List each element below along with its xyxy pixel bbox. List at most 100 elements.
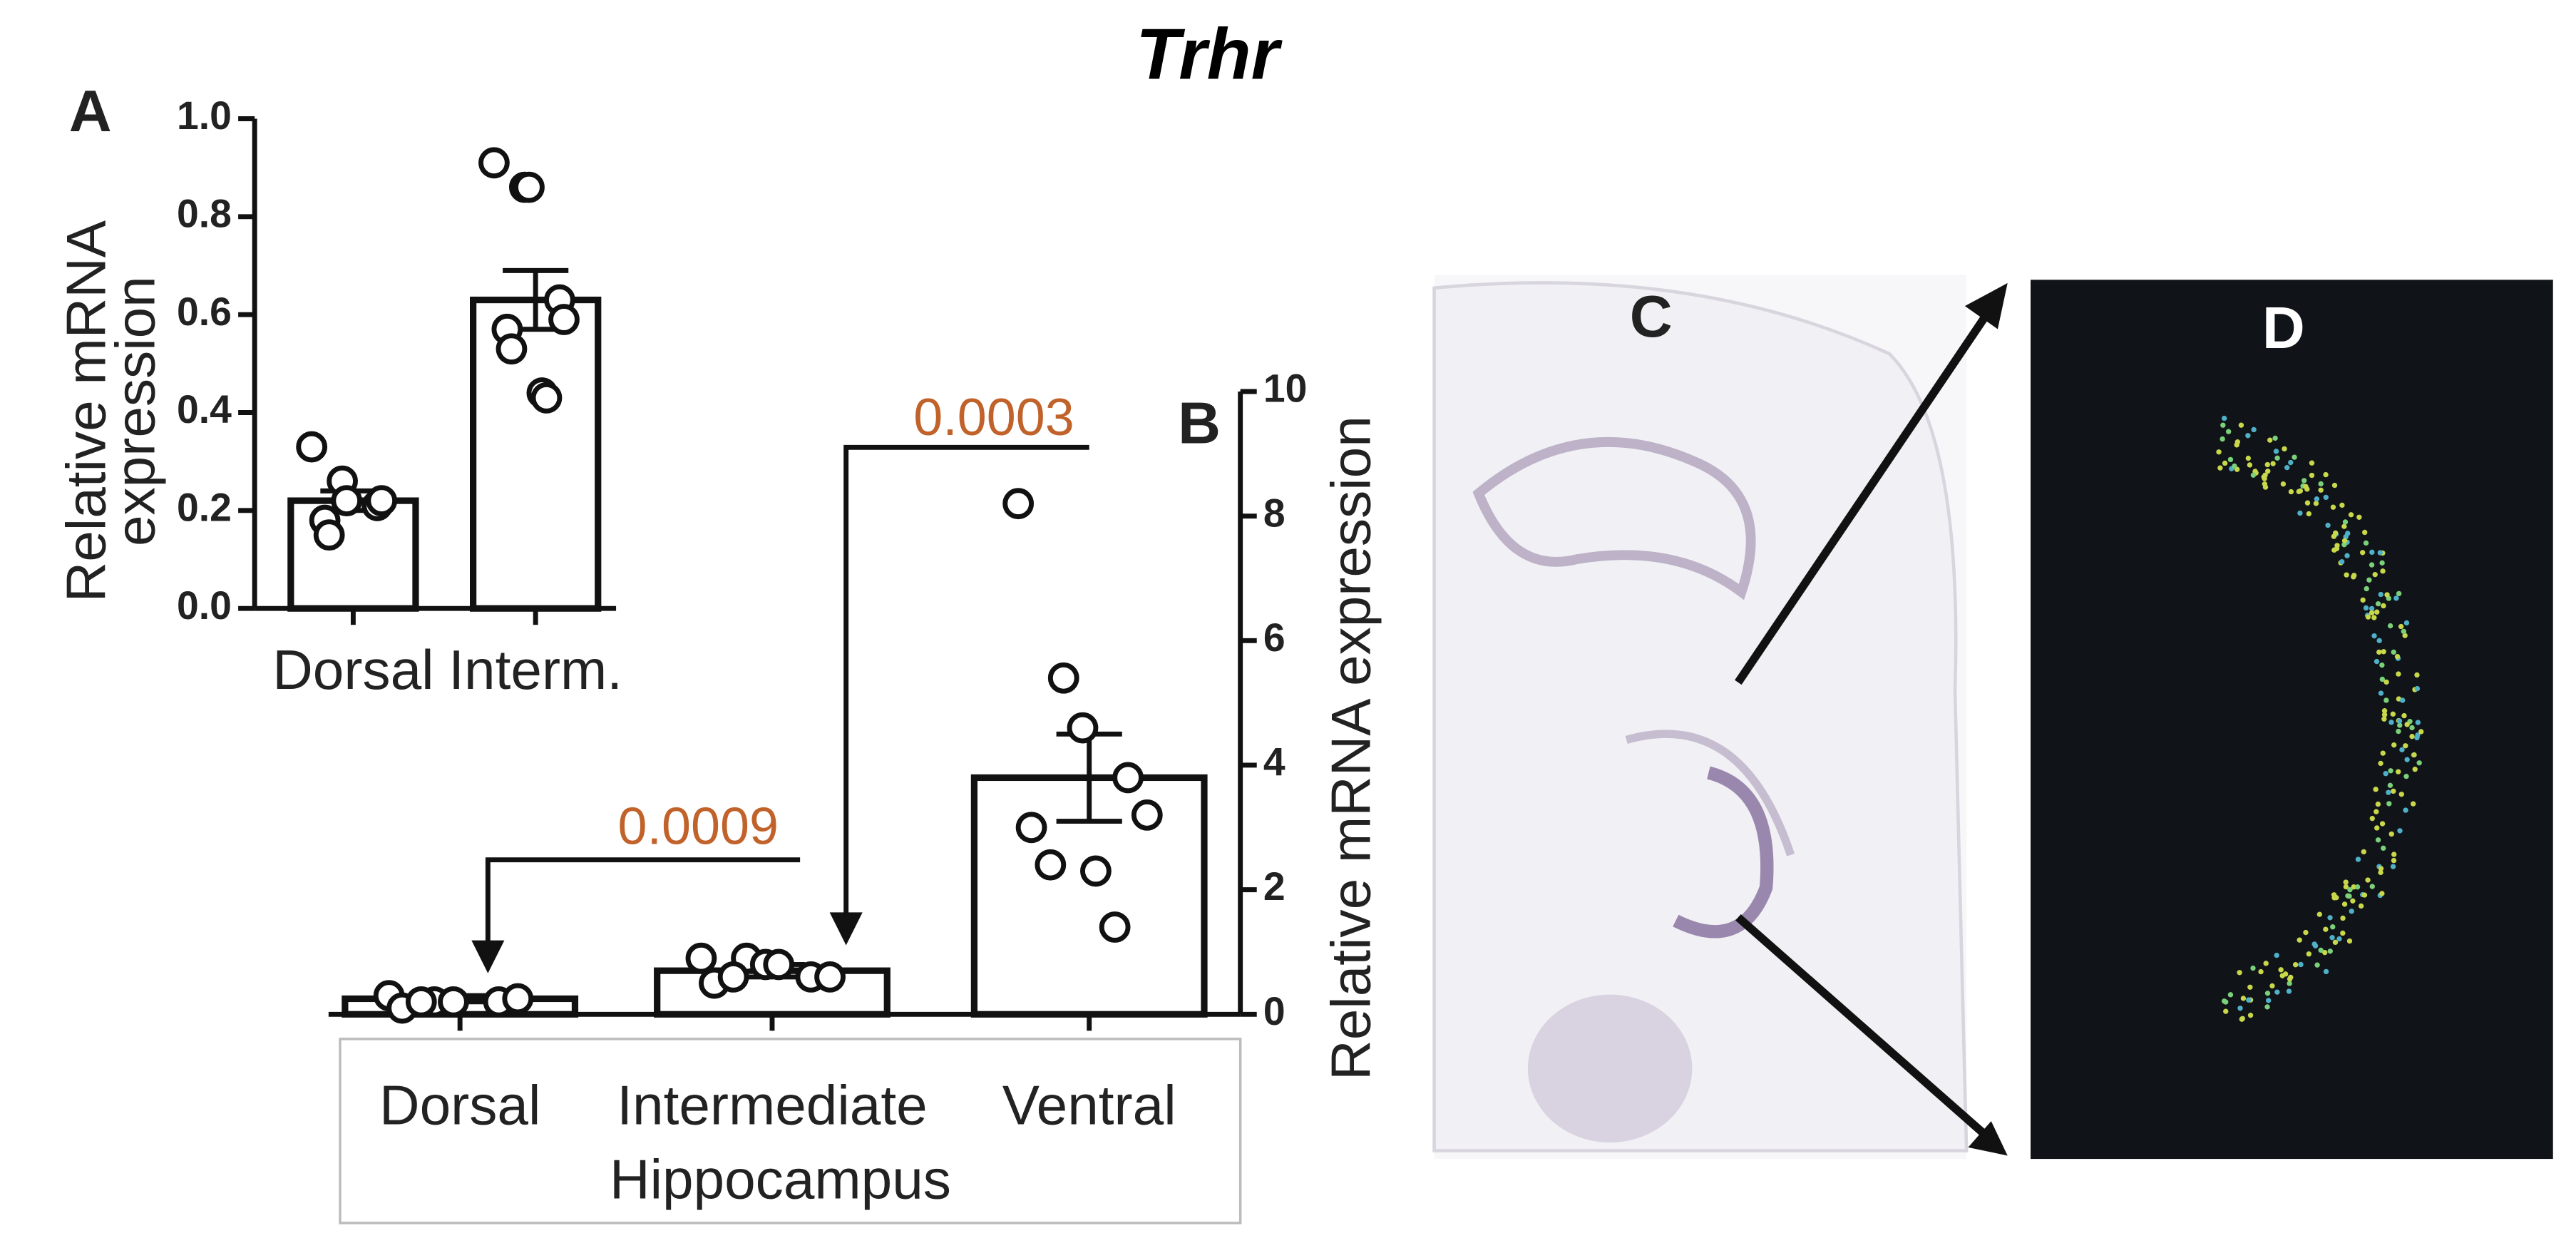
cell-dot bbox=[2344, 553, 2350, 558]
cell-dot bbox=[2398, 792, 2404, 797]
cell-dot bbox=[2395, 769, 2401, 774]
bar bbox=[470, 296, 602, 612]
cell-dot bbox=[2412, 767, 2418, 772]
cell-dot bbox=[2264, 1004, 2270, 1010]
cell-dot bbox=[2374, 609, 2380, 615]
cell-dot bbox=[2394, 653, 2401, 660]
cell-dot bbox=[2223, 1008, 2229, 1014]
data-point bbox=[717, 961, 749, 993]
comparison-arrow bbox=[829, 912, 863, 946]
cell-dot bbox=[2292, 454, 2297, 460]
cell-dot bbox=[2359, 550, 2366, 556]
data-point bbox=[1067, 712, 1099, 744]
cell-dot bbox=[2303, 484, 2309, 489]
p-value-label: 0.0003 bbox=[913, 387, 1074, 446]
cell-dot bbox=[2346, 938, 2353, 944]
cell-dot bbox=[2363, 605, 2369, 611]
y-tick-label: 2 bbox=[1263, 864, 1286, 909]
cell-dot bbox=[2336, 936, 2342, 942]
panel-label: A bbox=[69, 78, 112, 144]
cell-dot bbox=[2330, 504, 2336, 510]
y-tick-label: 8 bbox=[1263, 491, 1286, 535]
cell-dot bbox=[2325, 522, 2331, 528]
cell-dot bbox=[2247, 462, 2253, 468]
y-axis-label: Relative mRNA bbox=[54, 220, 117, 602]
cell-dot bbox=[2415, 720, 2421, 725]
cell-dot bbox=[2282, 446, 2287, 452]
cell-dot bbox=[2343, 879, 2349, 885]
panel-label: B bbox=[1178, 390, 1221, 456]
cell-dot bbox=[2355, 856, 2361, 862]
cell-dot bbox=[2403, 620, 2410, 626]
cell-dot bbox=[2396, 728, 2401, 735]
cell-dot bbox=[2240, 996, 2247, 1001]
cell-dot bbox=[2414, 685, 2421, 692]
cell-dot bbox=[2247, 984, 2253, 990]
cell-dot bbox=[2250, 965, 2256, 971]
cell-dot bbox=[2318, 487, 2324, 493]
cell-dot bbox=[2391, 742, 2397, 748]
cell-dot bbox=[2303, 929, 2309, 936]
data-point bbox=[530, 382, 563, 414]
cell-dot bbox=[2371, 615, 2377, 620]
cell-dot bbox=[2369, 562, 2375, 568]
cell-dot bbox=[2323, 926, 2329, 932]
cell-dot bbox=[2323, 471, 2329, 478]
data-point bbox=[1015, 812, 1047, 844]
data-point bbox=[763, 948, 795, 981]
cell-dot bbox=[2388, 831, 2394, 837]
cell-dot bbox=[2381, 708, 2388, 714]
cell-dot bbox=[2364, 585, 2369, 592]
cell-dot bbox=[2374, 658, 2380, 665]
cell-dot bbox=[2246, 997, 2252, 1003]
cell-dot bbox=[2391, 788, 2396, 794]
cell-dot bbox=[2351, 573, 2357, 578]
cell-dot bbox=[2404, 722, 2410, 727]
data-point bbox=[1047, 662, 1079, 694]
cell-dot bbox=[2391, 851, 2397, 857]
cell-dot bbox=[2366, 577, 2372, 583]
y-tick-label: 0.8 bbox=[177, 191, 232, 235]
y-axis-label: expression bbox=[104, 276, 167, 546]
cell-dot bbox=[2232, 463, 2237, 469]
cell-dot bbox=[2264, 991, 2271, 996]
cell-dot bbox=[2304, 500, 2311, 506]
cell-dot bbox=[2223, 999, 2229, 1005]
x-axis-label: Hippocampus bbox=[610, 1147, 951, 1210]
cell-dot bbox=[2327, 948, 2333, 954]
cell-dot bbox=[2227, 456, 2234, 463]
cell-dot bbox=[2265, 469, 2271, 474]
cell-dot bbox=[2270, 461, 2276, 466]
cell-dot bbox=[2363, 540, 2369, 546]
cell-dot bbox=[2396, 671, 2401, 677]
data-point bbox=[331, 485, 363, 516]
cell-dot bbox=[2306, 511, 2312, 517]
cell-dot bbox=[2273, 449, 2279, 454]
x-tick-label: Dorsal bbox=[379, 1074, 540, 1137]
y-tick-label: 0.4 bbox=[177, 387, 232, 431]
cell-dot bbox=[2327, 915, 2333, 921]
cell-dot bbox=[2313, 501, 2319, 506]
cell-dot bbox=[2217, 465, 2223, 471]
cell-dot bbox=[2379, 891, 2385, 896]
category-box bbox=[339, 1038, 1242, 1224]
cell-dot bbox=[2321, 949, 2328, 956]
cell-dot bbox=[2323, 968, 2329, 975]
cell-dot bbox=[2339, 502, 2345, 508]
cell-dot bbox=[2379, 662, 2385, 668]
cell-dot bbox=[2311, 941, 2317, 947]
y-tick-label: 0.6 bbox=[177, 290, 232, 334]
cell-dot bbox=[2361, 529, 2368, 536]
cell-dot bbox=[2376, 649, 2382, 655]
cell-dot bbox=[2287, 981, 2292, 986]
cell-dot bbox=[2380, 750, 2386, 756]
cell-dot bbox=[2237, 1006, 2243, 1011]
data-point bbox=[1035, 849, 1067, 881]
cell-dot bbox=[2369, 815, 2375, 822]
data-point bbox=[405, 986, 437, 1018]
cell-dot bbox=[2274, 455, 2280, 461]
data-point bbox=[1112, 762, 1144, 794]
cell-dot bbox=[2238, 422, 2244, 428]
cell-dot bbox=[2318, 481, 2324, 487]
